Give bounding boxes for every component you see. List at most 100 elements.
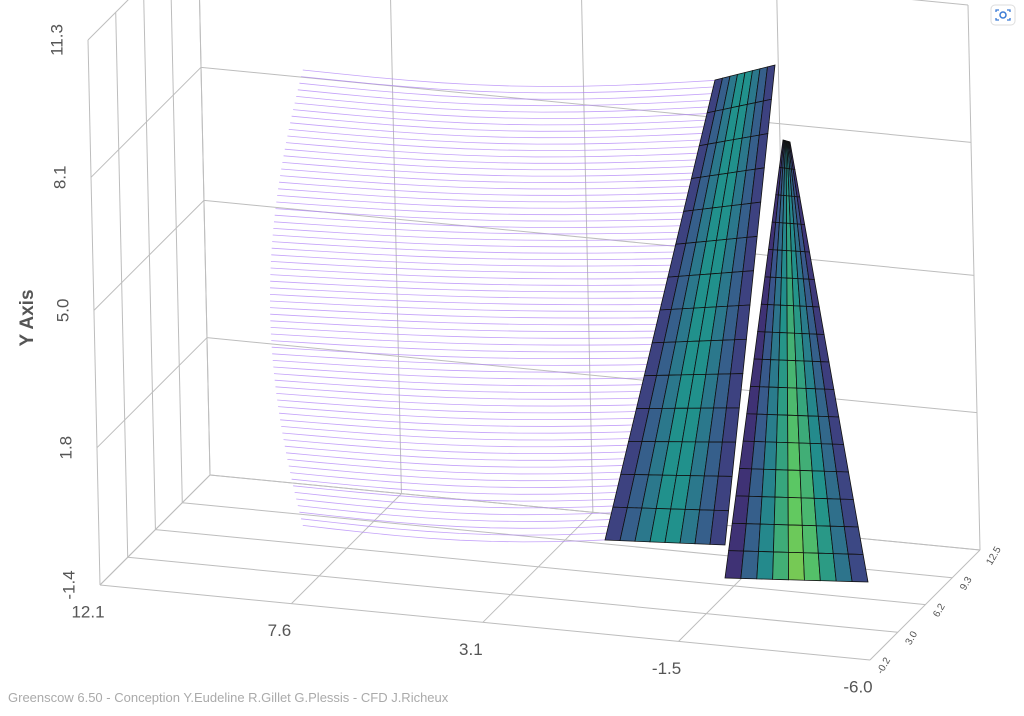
surface-cell	[756, 551, 774, 580]
footer: Greenscow 6.50 - Conception Y.Eudeline R…	[8, 690, 449, 705]
surface-cell	[781, 222, 788, 252]
surface-cell	[753, 413, 768, 443]
wire	[270, 313, 699, 326]
grid-line	[87, 0, 129, 41]
wire	[273, 366, 694, 380]
grid-line	[390, 0, 402, 494]
grid-line	[99, 584, 871, 661]
surface-cell	[787, 414, 800, 444]
wire	[279, 181, 711, 196]
wire	[287, 459, 686, 475]
z-tick-label: 12.5	[984, 545, 1003, 568]
surface-cell	[787, 469, 802, 499]
wire	[277, 399, 692, 414]
y-tick-label: 5.0	[53, 299, 72, 323]
surface-cell	[773, 277, 782, 306]
surface-cell	[751, 441, 766, 470]
wire	[273, 373, 694, 387]
grid-line	[87, 39, 101, 586]
x-tick-label: -6.0	[843, 677, 872, 696]
surface-cell	[847, 553, 869, 583]
wire	[293, 109, 717, 126]
surface-cell	[780, 249, 788, 279]
surface-cell	[768, 359, 780, 388]
surface-cell	[782, 195, 787, 224]
grid-line	[155, 529, 926, 606]
grid-line	[115, 12, 129, 558]
wire	[283, 155, 713, 171]
surface-cell	[743, 523, 761, 552]
wire	[275, 208, 708, 222]
wire	[301, 76, 720, 94]
surface-cell	[773, 496, 789, 526]
surface-cell	[777, 359, 788, 389]
wire	[273, 228, 707, 241]
camera-button[interactable]	[990, 4, 1016, 26]
wire	[270, 267, 703, 280]
grid-line	[199, 0, 211, 476]
x-tick-label: 7.6	[268, 621, 292, 640]
grid-line	[911, 0, 969, 6]
surface-cell	[765, 414, 778, 443]
wire	[272, 241, 705, 254]
grid-line	[99, 474, 211, 586]
wire	[270, 333, 697, 346]
wire	[269, 300, 700, 312]
wire	[270, 280, 702, 293]
wire	[270, 261, 704, 273]
surface-cell	[758, 523, 775, 553]
surface-cell	[780, 277, 788, 306]
wire	[283, 439, 688, 454]
surface-cell	[772, 551, 789, 581]
z-tick-label: 3.0	[904, 629, 921, 647]
wire	[297, 89, 719, 107]
surfaces	[269, 64, 869, 583]
surface-cell	[774, 469, 789, 498]
wire	[277, 195, 709, 209]
surface-cell	[787, 387, 799, 416]
wire	[271, 346, 696, 360]
x-tick-label: -1.5	[652, 659, 681, 678]
wire	[284, 148, 714, 164]
surface-cell	[775, 441, 789, 471]
wire	[278, 188, 710, 203]
surface-cell	[787, 497, 803, 526]
y-tick-label: 1.8	[56, 436, 75, 460]
surface-cell	[800, 497, 817, 527]
wire	[270, 274, 703, 286]
y-tick-label: 11.3	[47, 24, 66, 56]
wire	[274, 214, 708, 228]
wire	[299, 82, 719, 100]
wire	[282, 432, 689, 448]
wire	[282, 162, 712, 177]
wire	[284, 445, 687, 461]
wire	[272, 234, 706, 248]
surface-cell	[766, 386, 779, 416]
wire	[271, 340, 697, 353]
surface-cell	[763, 441, 778, 471]
wire	[296, 96, 718, 113]
wire	[288, 129, 715, 145]
wire	[280, 175, 711, 190]
surface-cell	[778, 332, 788, 361]
wire	[286, 452, 687, 468]
surface-cell	[761, 468, 777, 498]
wire	[270, 327, 698, 339]
wire	[276, 201, 709, 216]
surface-cell	[759, 496, 776, 525]
wire	[288, 465, 686, 482]
wire	[286, 142, 714, 158]
surface-cell	[724, 550, 745, 579]
surface-cell	[776, 414, 789, 444]
surface-cell	[787, 442, 801, 471]
wire	[281, 426, 689, 441]
grid-line	[967, 4, 981, 551]
wire	[275, 386, 693, 400]
wire	[291, 115, 716, 132]
grid-line	[206, 337, 978, 414]
x-tick-label: 12.1	[71, 602, 104, 621]
wire	[270, 287, 701, 299]
surface-cell	[745, 495, 763, 525]
z-tick-label: -0.2	[875, 655, 893, 676]
grid-line	[170, 0, 183, 503]
